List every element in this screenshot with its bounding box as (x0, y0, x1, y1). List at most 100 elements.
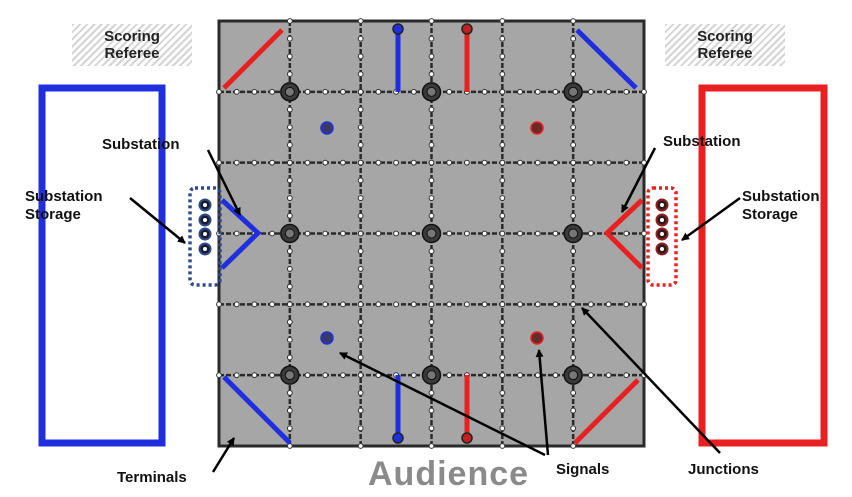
junction-pole-cap (284, 370, 295, 381)
seam-node (322, 301, 329, 308)
seam-node (481, 159, 488, 166)
junctions (280, 82, 583, 385)
seam-node (357, 248, 364, 255)
blue-cone-top (392, 23, 404, 35)
seam-node (446, 372, 453, 379)
seam-node (446, 230, 453, 237)
seam-node (587, 159, 594, 166)
seam-node (587, 372, 594, 379)
seam-node (286, 389, 293, 396)
seam-node (216, 301, 222, 308)
seam-node (446, 88, 453, 95)
seam-node (269, 301, 276, 308)
referee-left-line1: Scoring (104, 28, 160, 45)
seam-node (499, 266, 506, 272)
seam-node (428, 425, 435, 432)
blue-cone-bottom (392, 432, 404, 444)
seam-node (499, 212, 506, 219)
seam-node (269, 159, 276, 166)
junction-pole-cap (426, 228, 437, 239)
arrow-terminals (211, 437, 236, 473)
seam-node (499, 336, 506, 343)
seam-node (340, 230, 346, 237)
seam-node (357, 266, 364, 272)
seam-node (570, 389, 577, 396)
red-cone-bottom (461, 432, 473, 444)
seam-node (375, 301, 382, 308)
seam-node (499, 106, 506, 113)
label-storage-left-line1: Substation (25, 188, 103, 205)
seam-node (570, 443, 577, 449)
seam-node (357, 443, 364, 449)
seam-node (286, 336, 293, 343)
seam-node (605, 159, 612, 166)
seam-node (357, 106, 364, 113)
seam-node (251, 88, 258, 95)
seam-node (286, 301, 293, 308)
seam-node (286, 18, 293, 24)
arrow-signals-left (339, 351, 546, 457)
label-storage-left-line2: Storage (25, 206, 81, 223)
referee-right-line2: Referee (697, 45, 753, 62)
seam-node (428, 319, 435, 325)
seam-node (286, 106, 293, 113)
seam-node (570, 319, 577, 325)
seam-node (570, 266, 577, 272)
seam-node (286, 319, 293, 325)
seam-node (499, 53, 506, 60)
seam-node (570, 354, 577, 361)
seam-node (357, 71, 364, 78)
seam-node (481, 372, 488, 379)
seam-node (499, 88, 506, 95)
seam-node (517, 159, 523, 166)
stored-cone-red-top (660, 247, 664, 251)
seam-node (499, 301, 506, 308)
seam-node (552, 372, 559, 379)
seam-node (286, 195, 293, 201)
seam-node (481, 88, 488, 95)
seam-node (499, 18, 506, 24)
seam-node (304, 159, 311, 166)
seam-node (641, 88, 647, 95)
seam-node (286, 35, 293, 42)
seam-node (517, 372, 523, 379)
seam-node (623, 159, 630, 166)
seam-node (357, 372, 364, 379)
seam-node (570, 425, 577, 432)
seam-node (269, 88, 276, 95)
label-signals: Signals (556, 461, 610, 478)
label-storage-left: Substation Storage (25, 188, 103, 224)
seam-node (570, 53, 577, 60)
seam-node (428, 177, 435, 184)
arrow-substation-left (206, 149, 242, 216)
seam-node (428, 18, 435, 24)
seam-node (428, 142, 435, 148)
referee-right-line1: Scoring (697, 28, 753, 45)
seam-node (499, 319, 506, 325)
seam-node (286, 71, 293, 78)
signal-red-bottom (530, 331, 544, 345)
red-storage-area (698, 84, 828, 447)
seam-node (570, 336, 577, 343)
seam-node (428, 301, 435, 308)
seam-node (216, 159, 222, 166)
seam-node (286, 443, 293, 449)
stored-cone-blue-top (203, 218, 207, 222)
seam-node (375, 230, 382, 237)
seam-node (499, 425, 506, 432)
seam-node (499, 443, 506, 449)
seam-node (570, 35, 577, 42)
seam-node (286, 354, 293, 361)
seam-node (357, 35, 364, 42)
blue-storage-area (38, 84, 166, 447)
arrow-storage-left (129, 197, 186, 244)
seam-node (570, 142, 577, 148)
seam-node (251, 372, 258, 379)
seam-node (428, 407, 435, 414)
seam-node (286, 53, 293, 60)
seam-node (499, 283, 506, 290)
referee-left-line2: Referee (104, 45, 160, 62)
seam-node (340, 159, 346, 166)
seam-node (375, 159, 382, 166)
seam-node (286, 425, 293, 432)
